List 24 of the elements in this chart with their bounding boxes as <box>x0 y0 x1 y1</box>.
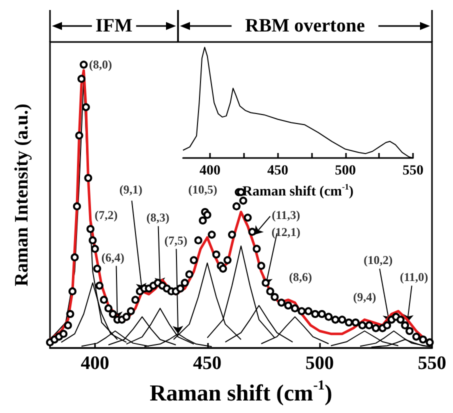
y-axis-title: Raman Intensity (a.u.) <box>12 104 32 286</box>
x-tick-label: 400 <box>80 353 110 374</box>
x-tick-label: 500 <box>334 164 356 178</box>
annotation: (8,6) <box>289 270 312 284</box>
x-tick-label: 450 <box>267 164 288 178</box>
annotation: (11,3) <box>272 208 300 222</box>
annotation: (7,2) <box>94 208 118 222</box>
annotation: (10,2) <box>364 253 393 268</box>
x-tick-label: 550 <box>402 164 424 178</box>
x-tick-label: 550 <box>418 353 446 374</box>
annotation: (8,3) <box>146 210 170 225</box>
x-tick-label: 500 <box>305 353 334 374</box>
annotation: (12,1) <box>271 224 300 239</box>
annotation: (8,0) <box>89 58 112 72</box>
annotation: (9,1) <box>119 182 142 196</box>
annotation: (11,0) <box>400 270 428 284</box>
annotation: (10,5) <box>188 182 218 196</box>
text: RBM overtone <box>245 16 365 36</box>
annotation: (7,5) <box>164 233 188 248</box>
x-tick-label: 450 <box>193 353 222 374</box>
annotation: (6,4) <box>101 250 124 264</box>
annotation: (9,4) <box>353 290 376 304</box>
text: IFM <box>96 16 133 36</box>
x-tick-label: 400 <box>200 164 221 178</box>
